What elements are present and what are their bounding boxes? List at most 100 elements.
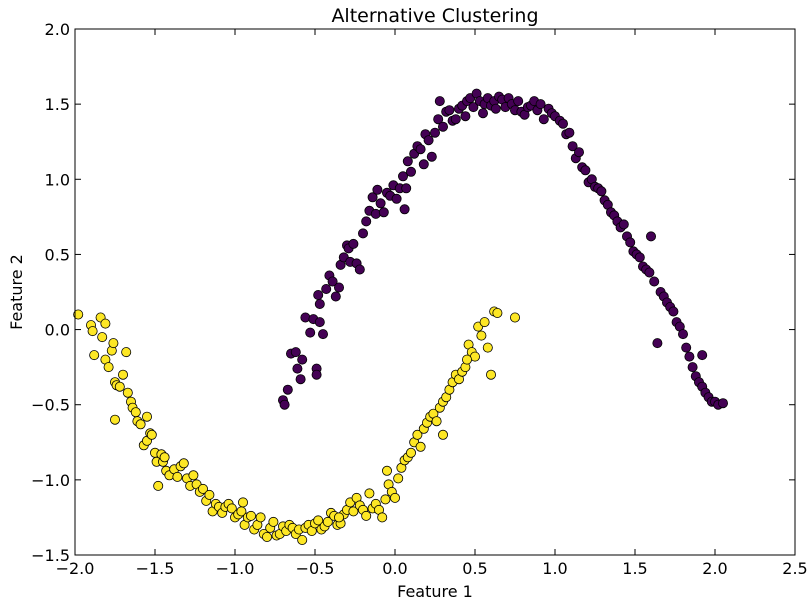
data-point xyxy=(535,99,546,110)
data-point xyxy=(361,216,372,227)
data-point xyxy=(485,369,496,380)
data-point xyxy=(245,510,256,521)
data-point xyxy=(114,381,125,392)
data-point xyxy=(313,515,324,526)
data-point xyxy=(450,114,461,125)
data-point xyxy=(380,494,391,505)
data-point xyxy=(188,470,199,481)
data-point xyxy=(330,291,341,302)
data-point xyxy=(684,351,695,362)
y-tick-label: 1.0 xyxy=(45,170,70,189)
data-point xyxy=(538,114,549,125)
data-point xyxy=(297,535,308,546)
data-point xyxy=(226,503,237,514)
data-point xyxy=(649,276,660,287)
data-point xyxy=(348,506,359,517)
x-tick-label: 2.5 xyxy=(782,559,807,578)
x-axis: −2.0 −1.5 −1.0 −0.5 0.0 0.5 1.0 1.5 2.0 2.5 xyxy=(56,29,808,578)
data-point xyxy=(121,347,132,358)
data-point xyxy=(618,219,629,230)
data-point xyxy=(389,492,400,503)
data-point xyxy=(255,512,266,523)
data-point xyxy=(314,317,325,328)
data-point xyxy=(159,452,170,463)
data-point xyxy=(668,306,679,317)
data-point xyxy=(399,204,410,215)
data-point xyxy=(433,114,444,125)
data-point xyxy=(652,338,663,349)
data-point xyxy=(313,289,324,300)
data-point xyxy=(89,350,100,361)
data-point xyxy=(108,338,119,349)
data-point xyxy=(377,512,388,523)
plot-frame xyxy=(74,28,796,556)
data-point xyxy=(292,363,303,374)
data-point xyxy=(237,497,248,508)
y-tick-label: 0.0 xyxy=(45,321,70,340)
data-point xyxy=(204,489,215,500)
data-point xyxy=(375,198,386,209)
data-point xyxy=(477,108,488,119)
data-point xyxy=(426,151,437,162)
data-point xyxy=(567,141,578,152)
data-point xyxy=(97,332,108,343)
y-tick-label: −0.5 xyxy=(31,396,70,415)
data-point xyxy=(314,298,325,309)
data-point xyxy=(297,354,308,365)
data-point xyxy=(141,411,152,422)
data-point xyxy=(634,252,645,263)
data-point xyxy=(574,147,585,158)
data-point xyxy=(460,111,471,122)
data-point xyxy=(305,327,316,338)
data-point xyxy=(415,144,426,155)
data-point xyxy=(490,103,501,114)
data-point xyxy=(468,102,479,113)
data-point xyxy=(564,127,575,138)
data-point xyxy=(354,264,365,275)
data-point xyxy=(381,465,392,476)
data-point xyxy=(130,407,141,418)
data-point xyxy=(687,362,698,373)
data-point xyxy=(122,387,133,398)
data-point xyxy=(87,326,98,337)
data-point xyxy=(322,516,333,527)
data-point xyxy=(100,318,111,329)
data-point xyxy=(482,342,493,353)
y-axis-title: Feature 2 xyxy=(7,254,26,330)
data-point xyxy=(317,329,328,340)
data-point xyxy=(391,193,402,204)
data-point xyxy=(479,317,490,328)
data-point xyxy=(300,312,311,323)
x-tick-label: −1.0 xyxy=(216,559,255,578)
x-tick-label: 1.0 xyxy=(542,559,567,578)
data-point xyxy=(509,312,520,323)
data-point xyxy=(412,429,423,440)
x-tick-label: 2.0 xyxy=(702,559,727,578)
data-point xyxy=(646,231,657,242)
y-tick-label: 0.5 xyxy=(45,245,70,264)
data-point xyxy=(429,127,440,138)
data-point xyxy=(333,282,344,293)
series-2 xyxy=(73,306,520,546)
x-tick-label: −1.5 xyxy=(136,559,175,578)
data-point xyxy=(357,228,368,239)
data-point xyxy=(146,429,157,440)
x-tick-label: 0.0 xyxy=(382,559,407,578)
data-point xyxy=(444,105,455,116)
y-tick-label: 1.5 xyxy=(45,95,70,114)
data-point xyxy=(348,238,359,249)
data-point xyxy=(197,483,208,494)
data-point xyxy=(103,362,114,373)
data-point xyxy=(397,171,408,182)
x-tick-label: 0.5 xyxy=(462,559,487,578)
data-point xyxy=(361,510,372,521)
data-point xyxy=(718,398,729,409)
data-point xyxy=(73,309,84,320)
x-tick-label: 1.5 xyxy=(622,559,647,578)
series-1 xyxy=(277,88,729,410)
chart-title: Alternative Clustering xyxy=(331,5,538,27)
data-point xyxy=(492,307,503,318)
x-tick-label: −0.5 xyxy=(296,559,335,578)
data-point xyxy=(333,512,344,523)
data-point xyxy=(580,165,591,176)
